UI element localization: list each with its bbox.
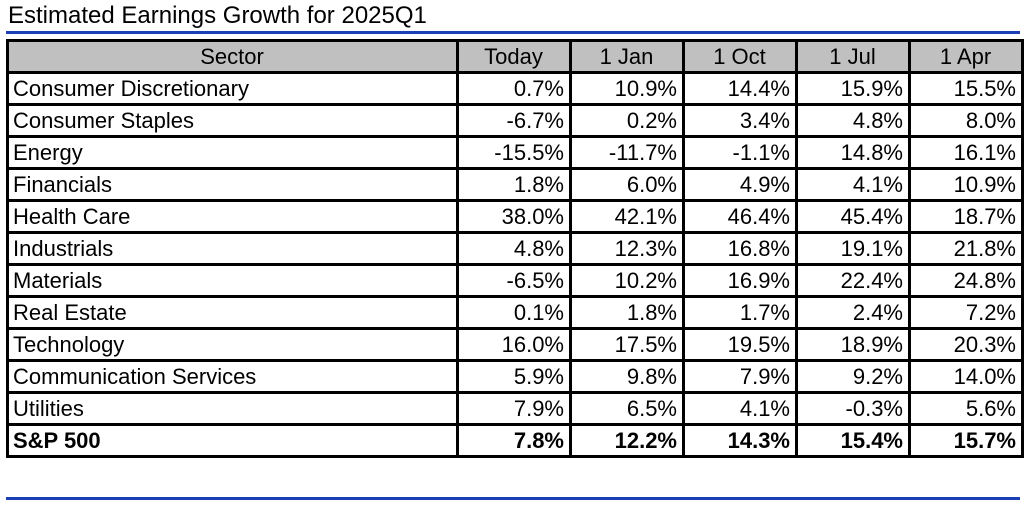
column-header-1-jan: 1 Jan <box>569 39 685 74</box>
value-cell-1-jul: -0.3% <box>795 391 911 426</box>
value-cell-1-oct: 3.4% <box>682 103 798 138</box>
value-cell-1-oct: 16.9% <box>682 263 798 298</box>
value-cell-1-jan: 1.8% <box>569 295 685 330</box>
column-header-today: Today <box>456 39 572 74</box>
value-cell-today: 7.9% <box>456 391 572 426</box>
sector-cell: Communication Services <box>6 359 459 394</box>
sector-cell: Utilities <box>6 391 459 426</box>
value-cell-1-jul: 9.2% <box>795 359 911 394</box>
value-cell-today: 0.1% <box>456 295 572 330</box>
sector-cell: Real Estate <box>6 295 459 330</box>
column-header-1-apr: 1 Apr <box>908 39 1024 74</box>
value-cell-today: 16.0% <box>456 327 572 362</box>
value-cell-1-jan: 9.8% <box>569 359 685 394</box>
value-cell-1-oct: 4.1% <box>682 391 798 426</box>
table-row: Real Estate 0.1% 1.8% 1.7% 2.4% 7.2% <box>6 295 1024 330</box>
table-row: Materials -6.5% 10.2% 16.9% 22.4% 24.8% <box>6 263 1024 298</box>
value-cell-1-oct: 4.9% <box>682 167 798 202</box>
value-cell-1-oct: 14.4% <box>682 71 798 106</box>
value-cell-1-apr: 8.0% <box>908 103 1024 138</box>
table-row: Consumer Staples -6.7% 0.2% 3.4% 4.8% 8.0% <box>6 103 1024 138</box>
table-row: Energy -15.5% -11.7% -1.1% 14.8% 16.1% <box>6 135 1024 170</box>
value-cell-1-jan: -11.7% <box>569 135 685 170</box>
table-row: Industrials 4.8% 12.3% 16.8% 19.1% 21.8% <box>6 231 1024 266</box>
sector-cell: Industrials <box>6 231 459 266</box>
header-row: Sector Today 1 Jan 1 Oct 1 Jul 1 Apr <box>6 39 1024 74</box>
value-cell-1-jan: 6.0% <box>569 167 685 202</box>
value-cell-today: 5.9% <box>456 359 572 394</box>
value-cell-1-oct: 7.9% <box>682 359 798 394</box>
value-cell-today: -6.7% <box>456 103 572 138</box>
value-cell-1-jul: 4.1% <box>795 167 911 202</box>
value-cell-1-jul: 19.1% <box>795 231 911 266</box>
value-cell-1-jul: 15.9% <box>795 71 911 106</box>
value-cell-1-oct: 16.8% <box>682 231 798 266</box>
value-cell-1-jan: 10.9% <box>569 71 685 106</box>
column-header-1-jul: 1 Jul <box>795 39 911 74</box>
value-cell-1-jul: 4.8% <box>795 103 911 138</box>
value-cell-1-apr: 7.2% <box>908 295 1024 330</box>
value-cell-1-apr: 5.6% <box>908 391 1024 426</box>
column-header-1-oct: 1 Oct <box>682 39 798 74</box>
value-cell-1-oct: 14.3% <box>682 423 798 458</box>
table-row: Financials 1.8% 6.0% 4.9% 4.1% 10.9% <box>6 167 1024 202</box>
value-cell-today: 1.8% <box>456 167 572 202</box>
sector-cell: Consumer Discretionary <box>6 71 459 106</box>
value-cell-1-jul: 2.4% <box>795 295 911 330</box>
table-row: Consumer Discretionary 0.7% 10.9% 14.4% 15.9… <box>6 71 1024 106</box>
bottom-rule <box>6 497 1020 500</box>
value-cell-today: 38.0% <box>456 199 572 234</box>
value-cell-1-oct: 1.7% <box>682 295 798 330</box>
value-cell-1-jan: 0.2% <box>569 103 685 138</box>
chart-title: Estimated Earnings Growth for 2025Q1 <box>8 2 427 29</box>
value-cell-1-apr: 15.7% <box>908 423 1024 458</box>
value-cell-1-jul: 18.9% <box>795 327 911 362</box>
table-row: Health Care 38.0% 42.1% 46.4% 45.4% 18.7% <box>6 199 1024 234</box>
value-cell-1-jan: 42.1% <box>569 199 685 234</box>
value-cell-1-jan: 10.2% <box>569 263 685 298</box>
value-cell-1-oct: -1.1% <box>682 135 798 170</box>
value-cell-1-apr: 24.8% <box>908 263 1024 298</box>
value-cell-1-oct: 19.5% <box>682 327 798 362</box>
value-cell-1-jan: 17.5% <box>569 327 685 362</box>
value-cell-1-jul: 15.4% <box>795 423 911 458</box>
value-cell-today: 4.8% <box>456 231 572 266</box>
value-cell-1-jan: 12.2% <box>569 423 685 458</box>
value-cell-1-jul: 22.4% <box>795 263 911 298</box>
value-cell-today: -15.5% <box>456 135 572 170</box>
table-row: Communication Services 5.9% 9.8% 7.9% 9.2% 14… <box>6 359 1024 394</box>
value-cell-1-apr: 18.7% <box>908 199 1024 234</box>
earnings-growth-table: Sector Today 1 Jan 1 Oct 1 Jul 1 Apr Con… <box>6 39 1024 458</box>
sector-cell: Technology <box>6 327 459 362</box>
value-cell-1-apr: 21.8% <box>908 231 1024 266</box>
table-row: Technology 16.0% 17.5% 19.5% 18.9% 20.3% <box>6 327 1024 362</box>
table-row-total: S&P 500 7.8% 12.2% 14.3% 15.4% 15.7% <box>6 423 1024 458</box>
value-cell-1-apr: 20.3% <box>908 327 1024 362</box>
value-cell-1-apr: 16.1% <box>908 135 1024 170</box>
value-cell-1-jan: 12.3% <box>569 231 685 266</box>
value-cell-1-apr: 10.9% <box>908 167 1024 202</box>
value-cell-1-jan: 6.5% <box>569 391 685 426</box>
sector-cell: Consumer Staples <box>6 103 459 138</box>
sector-cell: Materials <box>6 263 459 298</box>
value-cell-1-jul: 45.4% <box>795 199 911 234</box>
table-body: Consumer Discretionary 0.7% 10.9% 14.4% 15.9… <box>6 71 1024 458</box>
value-cell-1-apr: 15.5% <box>908 71 1024 106</box>
sector-cell: Health Care <box>6 199 459 234</box>
sector-cell: Financials <box>6 167 459 202</box>
column-header-sector: Sector <box>6 39 459 74</box>
table-row: Utilities 7.9% 6.5% 4.1% -0.3% 5.6% <box>6 391 1024 426</box>
value-cell-1-apr: 14.0% <box>908 359 1024 394</box>
value-cell-today: 7.8% <box>456 423 572 458</box>
title-rule <box>6 31 1020 34</box>
sector-cell: S&P 500 <box>6 423 459 458</box>
sector-cell: Energy <box>6 135 459 170</box>
value-cell-today: -6.5% <box>456 263 572 298</box>
value-cell-today: 0.7% <box>456 71 572 106</box>
value-cell-1-jul: 14.8% <box>795 135 911 170</box>
value-cell-1-oct: 46.4% <box>682 199 798 234</box>
